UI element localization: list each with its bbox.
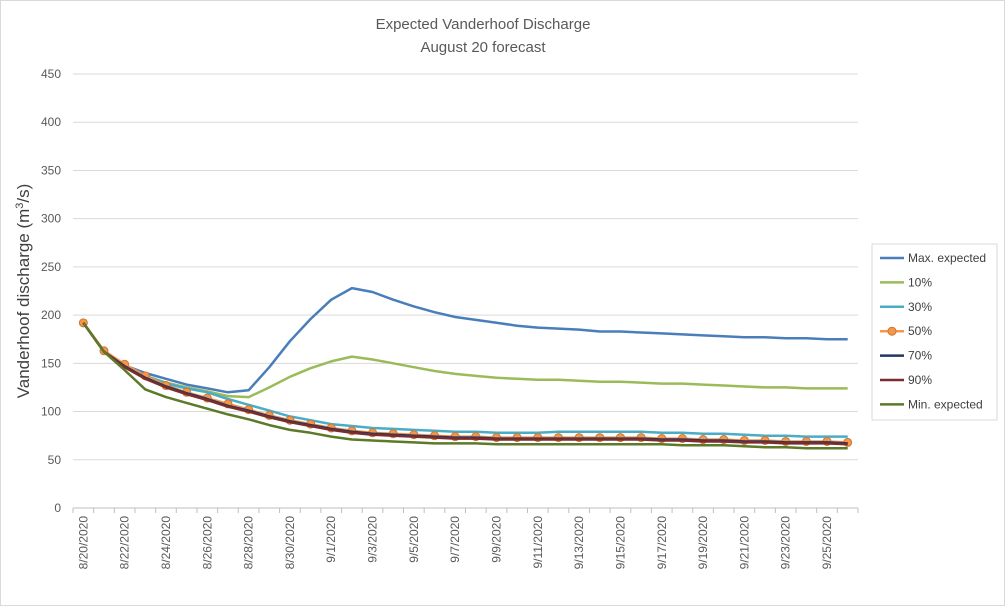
x-tick-label: 8/28/2020	[242, 516, 256, 570]
x-tick-label: 9/13/2020	[572, 516, 586, 570]
series-line-50	[82, 322, 848, 444]
legend-marker	[887, 326, 897, 336]
series-line-10	[82, 322, 848, 399]
y-tick-labels: 0 50 100 150 200 250 300 350 400 450	[41, 67, 61, 515]
y-tick-label: 0	[54, 501, 61, 515]
y-axis-title-sup: 3	[14, 203, 26, 209]
x-tick-label: 9/9/2020	[489, 516, 503, 563]
axes	[72, 507, 859, 513]
x-tick-label: 9/11/2020	[531, 516, 545, 569]
series-line-90	[82, 322, 848, 446]
x-tick-label: 9/3/2020	[366, 516, 380, 563]
x-tick-label: 8/26/2020	[200, 516, 214, 570]
y-tick-label: 300	[41, 212, 61, 226]
x-tick-label: 8/30/2020	[283, 516, 297, 570]
y-axis-title-end: /s)	[14, 184, 33, 203]
legend-label: 70%	[908, 349, 932, 363]
y-tick-label: 150	[41, 356, 61, 370]
gridlines	[73, 73, 858, 461]
x-tick-label: 9/19/2020	[696, 516, 710, 570]
x-tick-label: 9/7/2020	[448, 516, 462, 563]
legend-label: Min. expected	[908, 397, 983, 411]
y-tick-label: 350	[41, 163, 61, 177]
series-lines	[78, 286, 853, 450]
chart-title: Expected Vanderhoof Discharge	[376, 16, 591, 33]
y-tick-label: 400	[41, 115, 61, 129]
x-tick-label: 8/22/2020	[118, 516, 132, 570]
y-axis-title-main: Vanderhoof discharge (m	[14, 209, 33, 399]
series-line-30	[82, 322, 848, 438]
y-tick-label: 250	[41, 260, 61, 274]
y-axis-title: Vanderhoof discharge (m3/s)	[14, 184, 33, 399]
x-tick-labels: 8/20/2020 8/22/2020 8/24/2020 8/26/2020 8/28…	[76, 516, 834, 570]
chart-subtitle: August 20 forecast	[420, 39, 546, 56]
legend-label: 10%	[908, 275, 932, 289]
x-tick-label: 9/1/2020	[324, 516, 338, 563]
x-tick-label: 9/21/2020	[737, 516, 751, 570]
series-line-70	[82, 322, 848, 445]
series-line-min-expected	[82, 322, 848, 450]
legend-label: 30%	[908, 300, 932, 314]
x-tick-label: 9/23/2020	[779, 516, 793, 570]
legend-label: 50%	[908, 324, 932, 338]
x-tick-label: 9/17/2020	[655, 516, 669, 570]
x-tick-label: 9/15/2020	[613, 516, 627, 570]
legend-label: 90%	[908, 373, 932, 387]
y-tick-label: 200	[41, 308, 61, 322]
x-tick-label: 9/25/2020	[820, 516, 834, 570]
series-line-max-expected	[82, 286, 848, 394]
y-tick-label: 450	[41, 67, 61, 81]
legend-label: Max. expected	[908, 251, 986, 265]
x-tick-label: 9/5/2020	[407, 516, 421, 563]
legend: Max. expected 10% 30% 50% 70% 90% Min. expecte…	[871, 243, 998, 421]
y-tick-label: 100	[41, 405, 61, 419]
x-tick-label: 8/20/2020	[76, 516, 90, 570]
x-tick-label: 8/24/2020	[159, 516, 173, 570]
y-tick-label: 50	[48, 453, 62, 467]
